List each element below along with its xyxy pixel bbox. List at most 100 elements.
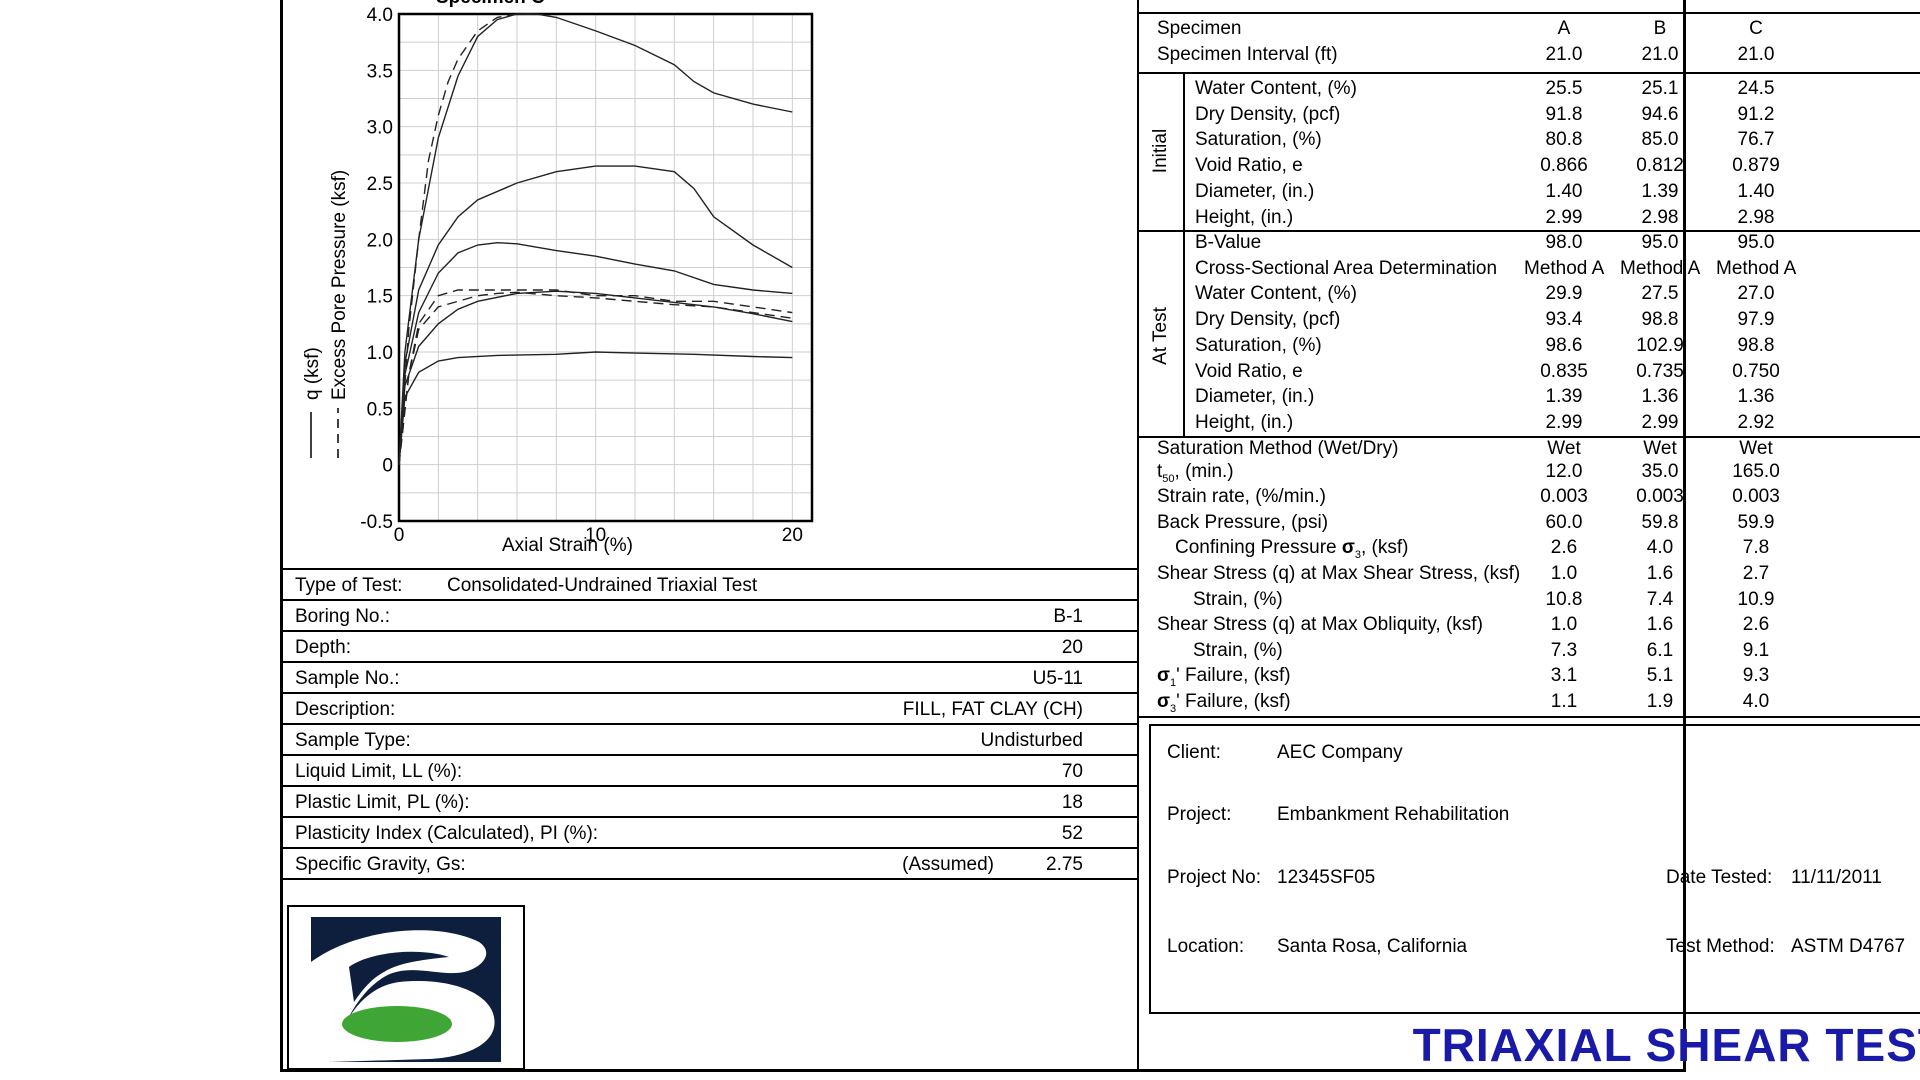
value-specimen-a: 1.1	[1550, 691, 1578, 712]
row-label: Height, (in.)	[1195, 206, 1294, 228]
value-specimen-b: Method A	[1620, 257, 1701, 279]
value-specimen-b: 1.6	[1646, 614, 1674, 636]
info-value: Undisturbed	[980, 730, 1083, 751]
info-label: Description:	[295, 699, 396, 720]
value-specimen-c: 2.98	[1737, 206, 1775, 228]
value-specimen-c: 98.8	[1737, 334, 1775, 356]
initial-row: Water Content, (%) 25.5 25.1 24.5	[1139, 78, 1920, 103]
y-axis-label-pore: Excess Pore Pressure (ksf)	[329, 170, 350, 400]
specimen-interval-row: Specimen Interval (ft) 21.0 21.0 21.0	[1139, 44, 1920, 69]
test-method-label: Test Method:	[1666, 936, 1775, 957]
client-info-box: Client: AEC Company Project: Embankment …	[1149, 724, 1920, 1014]
at-test-group-label: At Test	[1150, 307, 1171, 365]
value-specimen-b: 0.003	[1636, 486, 1684, 508]
at-test-row: B-Value 98.0 95.0 95.0	[1139, 232, 1920, 257]
info-label: Plastic Limit, PL (%):	[295, 792, 470, 813]
info-label: Sample Type:	[295, 730, 411, 751]
row-label: σ1' Failure, (ksf)	[1157, 665, 1291, 690]
row-label: Strain, (%)	[1193, 588, 1283, 610]
value-specimen-c: 2.7	[1742, 563, 1770, 584]
group-divider	[1183, 72, 1185, 436]
table-top-border	[1139, 12, 1920, 14]
value-specimen-a: Method A	[1524, 257, 1605, 279]
value-specimen-c: 7.8	[1742, 537, 1770, 559]
row-label: Saturation, (%)	[1195, 129, 1322, 151]
row-label: Saturation Method (Wet/Dry)	[1157, 438, 1399, 459]
y-tick-label: 4.0	[367, 5, 393, 26]
row-label: Cross-Sectional Area Determination	[1195, 257, 1498, 279]
info-label: Type of Test:	[295, 575, 403, 596]
value-specimen-b: 6.1	[1646, 639, 1674, 661]
y-tick-label: 2.5	[367, 174, 393, 195]
strain-row: Strain, (%) 10.8 7.4 10.9	[1139, 589, 1920, 614]
value-specimen-a: 29.9	[1545, 283, 1583, 305]
row-label: Diameter, (in.)	[1195, 386, 1315, 408]
value-specimen-c: 0.003	[1732, 486, 1780, 508]
value-specimen-b: 94.6	[1641, 103, 1679, 125]
sigma3-failure-row: σ3' Failure, (ksf) 1.1 1.9 4.0	[1139, 691, 1920, 716]
value-specimen-a: 93.4	[1545, 309, 1583, 331]
value-specimen-b: 0.812	[1636, 155, 1684, 177]
strain-rate-row: Strain rate, (%/min.) 0.003 0.003 0.003	[1139, 486, 1920, 511]
stress-strain-plot: Specimen C 4.03.53.02.52.01.51.00.50-0.5…	[302, 0, 814, 556]
company-logo	[287, 905, 525, 1070]
value-specimen-b: 2.98	[1641, 206, 1679, 228]
logo-icon	[311, 917, 501, 1062]
value-specimen-b: 85.0	[1641, 129, 1679, 151]
value-specimen-a: 7.3	[1550, 639, 1578, 661]
value-specimen-a: 10.8	[1545, 588, 1583, 610]
initial-row: Height, (in.) 2.99 2.98 2.98	[1139, 207, 1920, 232]
value-specimen-a: 0.835	[1540, 360, 1588, 382]
at-test-row: Dry Density, (pcf) 93.4 98.8 97.9	[1139, 309, 1920, 334]
at-test-row: Void Ratio, e 0.835 0.735 0.750	[1139, 361, 1920, 386]
initial-group-label: Initial	[1150, 128, 1171, 174]
y-tick-label: 1.5	[367, 287, 393, 308]
value-specimen-c: 24.5	[1737, 78, 1775, 99]
row-label: Specimen	[1157, 18, 1242, 39]
row-label: Height, (in.)	[1195, 411, 1294, 433]
info-value: 70	[1061, 761, 1083, 782]
value-specimen-c: 9.1	[1742, 639, 1770, 661]
value-specimen-c: 10.9	[1737, 588, 1775, 610]
info-label: Plasticity Index (Calculated), PI (%):	[295, 823, 599, 844]
value-specimen-b: 25.1	[1641, 78, 1679, 99]
at-test-row: Saturation, (%) 98.6 102.9 98.8	[1139, 335, 1920, 360]
saturation-method-row: Saturation Method (Wet/Dry) Wet Wet Wet	[1139, 438, 1920, 463]
value-specimen-a: 1.0	[1550, 563, 1578, 584]
at-test-row: Diameter, (in.) 1.39 1.36 1.36	[1139, 386, 1920, 411]
initial-row: Diameter, (in.) 1.40 1.39 1.40	[1139, 181, 1920, 206]
section-divider	[1139, 436, 1920, 438]
x-tick-label: 0	[394, 525, 405, 546]
value-specimen-a: 12.0	[1545, 460, 1583, 482]
row-label: Saturation, (%)	[1195, 334, 1322, 356]
value-specimen-c: C	[1749, 18, 1763, 39]
shear-max-stress-row: Shear Stress (q) at Max Shear Stress, (k…	[1139, 563, 1920, 588]
row-label: Void Ratio, e	[1195, 360, 1303, 382]
plot-title: Specimen C	[436, 0, 545, 8]
series-line-5	[398, 13, 793, 465]
value-specimen-c: 2.6	[1742, 614, 1770, 636]
value-specimen-b: 21.0	[1641, 44, 1679, 65]
value-specimen-c: 76.7	[1737, 129, 1775, 151]
value-specimen-b: 5.1	[1646, 665, 1674, 687]
test-method-value: ASTM D4767	[1791, 936, 1906, 957]
value-specimen-b: 1.39	[1641, 180, 1679, 202]
value-specimen-b: 35.0	[1641, 460, 1679, 482]
series-line-1	[398, 351, 793, 465]
info-row: Type of Test: Consolidated-Undrained Tria…	[283, 570, 1139, 601]
info-row: Sample Type: Undisturbed	[283, 725, 1139, 756]
value-specimen-b: 59.8	[1641, 511, 1679, 533]
value-specimen-a: 0.866	[1540, 155, 1588, 177]
value-specimen-b: 1.6	[1646, 563, 1674, 584]
series-line-6	[398, 291, 793, 465]
row-label: Shear Stress (q) at Max Obliquity, (ksf)	[1157, 614, 1483, 636]
value-specimen-a: 2.99	[1545, 411, 1583, 433]
series-line-4	[398, 165, 793, 465]
info-value: 52	[1061, 823, 1083, 844]
y-tick-label: 2.0	[367, 230, 393, 251]
plot-series	[398, 13, 793, 465]
y-tick-label: 1.0	[367, 343, 393, 364]
info-row: Specific Gravity, Gs: 2.75 (Assumed)	[283, 849, 1139, 880]
at-test-row: Water Content, (%) 29.9 27.5 27.0	[1139, 283, 1920, 308]
row-label: Strain, (%)	[1193, 639, 1283, 661]
